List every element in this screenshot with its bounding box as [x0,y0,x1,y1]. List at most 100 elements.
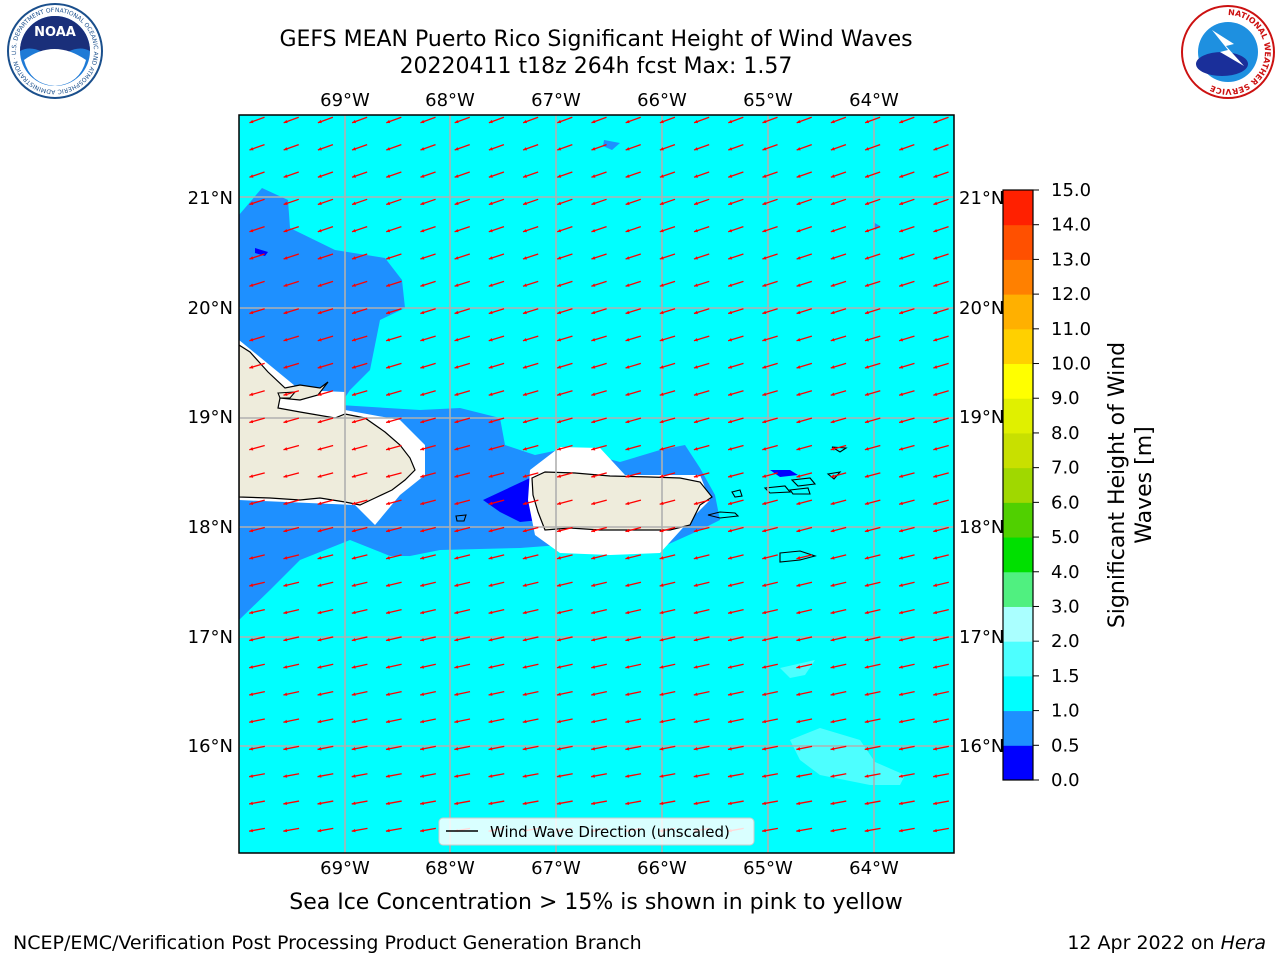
wave-direction-arrow [693,581,710,587]
wave-direction-arrow [659,745,676,751]
lat-label-left: 19°N [188,407,233,428]
wave-direction-arrow [864,526,881,533]
wave-direction-arrow [454,663,471,669]
wave-direction-arrow [386,144,402,151]
wave-direction-arrow [488,608,505,615]
wave-direction-arrow [385,308,402,315]
colorbar-tick-label: 7.0 [1051,458,1080,479]
wave-direction-arrow [420,773,436,778]
wave-direction-arrow [796,745,813,751]
wave-direction-arrow [762,499,778,505]
wave-direction-arrow [762,691,778,696]
colorbar-tick-label: 3.0 [1051,596,1080,617]
wave-direction-arrow [283,526,300,533]
wave-direction-arrow [591,444,607,451]
wave-direction-arrow [830,827,847,833]
wave-direction-arrow [488,198,505,206]
wave-direction-arrow [488,526,505,533]
wave-direction-arrow [796,718,813,724]
wave-direction-arrow [693,253,710,260]
wave-direction-arrow [454,745,471,751]
wave-direction-arrow [727,444,744,451]
wave-direction-arrow [249,581,265,587]
lat-label-right: 20°N [959,298,1004,319]
wave-direction-arrow [796,362,813,369]
wave-direction-arrow [488,499,505,505]
wave-direction-arrow [591,718,607,724]
wave-direction-arrow [385,253,402,260]
credit-machine: Hera [1220,932,1266,954]
wave-direction-arrow [762,253,778,260]
wave-direction-arrow [864,773,881,778]
wave-direction-arrow [317,636,334,642]
wave-direction-arrow [283,827,300,833]
wave-direction-arrow [556,362,573,369]
wave-direction-arrow [454,253,471,260]
wave-direction-arrow [454,773,471,778]
wave-direction-arrow [488,691,505,696]
wave-direction-arrow [283,745,300,751]
wave-direction-arrow [796,144,812,151]
wave-direction-arrow [420,745,436,751]
wave-direction-arrow [659,472,676,478]
wave-direction-arrow [933,280,949,287]
wave-direction-arrow [659,608,676,615]
wave-direction-arrow [488,171,505,178]
credit-date: 12 Apr 2022 on [1067,932,1221,954]
wave-direction-arrow [762,171,778,178]
wave-direction-arrow [522,226,539,233]
wave-direction-arrow [933,226,949,233]
wave-direction-arrow [659,308,676,315]
wave-direction-arrow [317,499,334,505]
wave-direction-arrow [625,745,642,751]
wave-direction-arrow [385,800,402,806]
wave-direction-arrow [864,390,881,396]
wave-direction-arrow [933,718,949,724]
noaa-logo: NATIONAL OCEANIC AND ATMOSPHERIC ADMINIS… [0,0,103,99]
lon-label-bottom: 68°W [425,858,475,879]
wave-direction-arrow [351,827,368,833]
wave-direction-arrow [933,335,949,342]
lon-label-top: 65°W [743,90,793,111]
wave-direction-arrow [488,308,505,315]
wave-direction-arrow [864,608,881,615]
wave-direction-arrow [454,636,471,642]
wave-direction-arrow [864,253,881,260]
wave-direction-arrow [283,390,300,396]
wave-direction-arrow [933,636,949,642]
wave-direction-arrow [556,335,573,342]
wave-direction-arrow [556,581,573,587]
colorbar-segment [1003,537,1033,573]
wave-direction-arrow [659,581,676,587]
wave-direction-arrow [693,554,710,560]
wave-direction-arrow [488,718,505,724]
wave-direction-arrow [454,526,471,533]
wave-direction-arrow [454,308,471,315]
wave-direction-arrow [556,608,573,615]
wave-direction-arrow [249,444,265,451]
wave-direction-arrow [796,827,813,833]
wave-direction-arrow [522,253,539,260]
wave-direction-arrow [249,144,265,151]
wave-direction-arrow [830,444,847,451]
wave-direction-arrow [830,171,847,178]
wave-direction-arrow [283,581,300,587]
wave-direction-arrow [522,499,539,505]
wave-direction-arrow [864,144,881,151]
colorbar-tick-label: 13.0 [1051,249,1091,270]
wave-direction-arrow [283,663,300,669]
colorbar-segment [1003,224,1033,260]
wave-direction-arrow [317,608,334,615]
wave-direction-arrow [830,280,847,287]
wave-direction-arrow [762,773,778,778]
wave-direction-arrow [830,417,847,424]
wave-direction-arrow [488,280,505,287]
wave-direction-arrow [351,417,368,424]
wave-direction-arrow [933,116,949,124]
lon-label-top: 68°W [425,90,475,111]
wave-direction-arrow [420,663,436,669]
wave-direction-arrow [283,116,299,124]
wave-direction-arrow [659,718,676,724]
wave-direction-arrow [317,226,334,233]
wave-direction-arrow [659,554,676,560]
